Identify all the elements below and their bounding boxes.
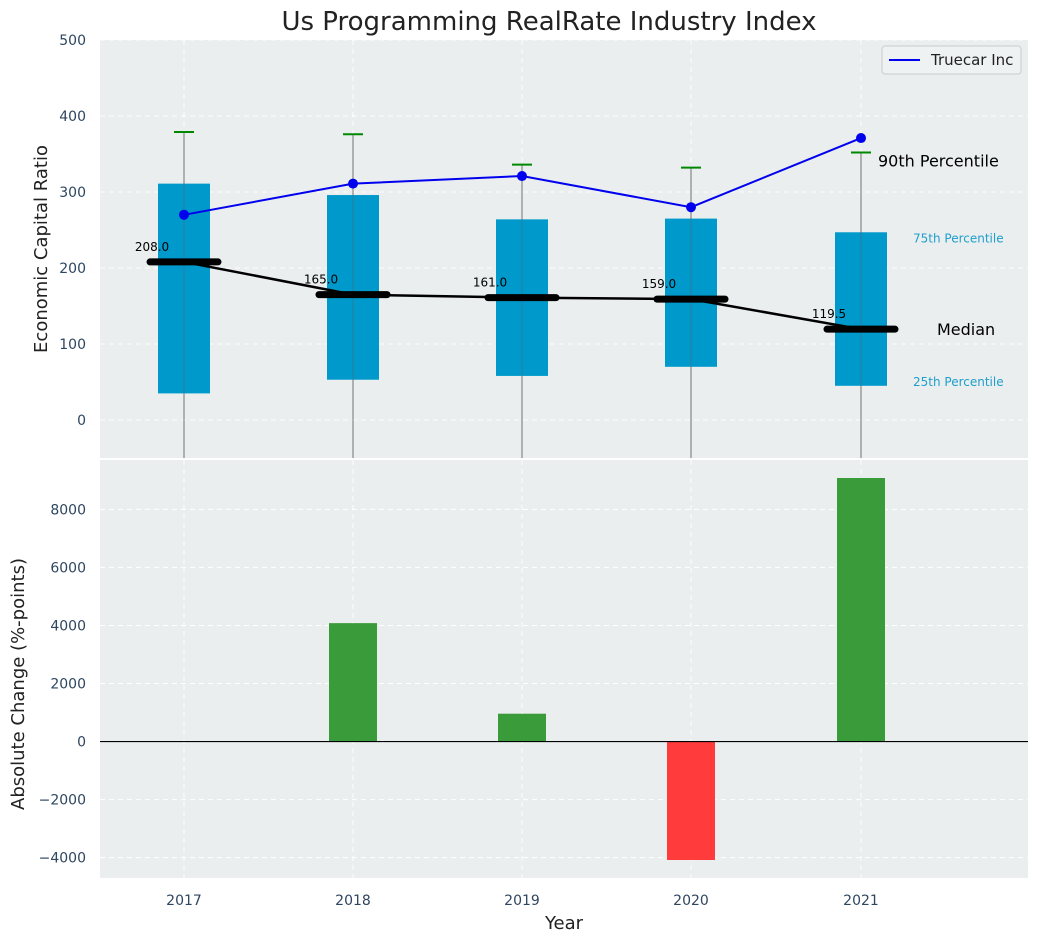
- series-point-truecar: [686, 202, 696, 213]
- annotation-75th-percentile: 75th Percentile: [913, 231, 1004, 245]
- top-y-tick-label: 100: [59, 337, 86, 353]
- change-bar: [498, 713, 546, 742]
- top-y-tick-label: 0: [77, 413, 86, 429]
- top-y-axis-label: Economic Capital Ratio: [31, 145, 52, 353]
- x-axis-label: Year: [544, 913, 584, 934]
- bottom-y-tick-label: 6000: [50, 560, 86, 576]
- change-bar: [667, 741, 715, 861]
- annotation-25th-percentile: 25th Percentile: [913, 375, 1004, 389]
- bottom-plot-background: [100, 460, 1028, 878]
- x-tick-label: 2019: [504, 893, 540, 909]
- bottom-y-tick-label: 4000: [50, 618, 86, 634]
- x-tick-label: 2020: [673, 893, 709, 909]
- series-point-truecar: [179, 209, 189, 220]
- change-bar: [329, 623, 377, 742]
- top-plot-content: 208.0 165.0 161.0 159.0 119.5 90th Percentile…: [135, 130, 1004, 458]
- x-axis-ticks: 2017 2018 2019 2020 2021: [166, 893, 879, 909]
- top-y-tick-label: 300: [59, 185, 86, 201]
- top-y-tick-label: 400: [59, 109, 86, 125]
- bottom-y-tick-label: −2000: [39, 793, 86, 809]
- top-plot-background: [100, 40, 1028, 458]
- bottom-y-tick-label: 8000: [50, 502, 86, 518]
- x-tick-label: 2021: [843, 893, 879, 909]
- series-point-truecar: [348, 178, 358, 189]
- bottom-y-axis-ticks: −4000 −2000 0 2000 4000 6000 8000: [39, 502, 86, 866]
- x-tick-label: 2018: [335, 893, 371, 909]
- series-point-truecar: [856, 133, 866, 144]
- annotation-90th-percentile: 90th Percentile: [878, 151, 999, 170]
- top-y-tick-label: 500: [59, 33, 86, 49]
- median-value-label: 119.5: [812, 307, 846, 321]
- legend-box: [881, 45, 1022, 75]
- bottom-plot-content: [100, 477, 1028, 861]
- legend: Truecar Inc: [881, 45, 1022, 75]
- top-y-axis-ticks: 0 100 200 300 400 500: [59, 33, 86, 429]
- bottom-y-tick-label: −4000: [39, 851, 86, 867]
- chart-title: Us Programming RealRate Industry Index: [281, 7, 816, 37]
- median-value-label: 159.0: [642, 277, 676, 291]
- bottom-y-tick-label: 2000: [50, 677, 86, 693]
- median-value-label: 165.0: [304, 273, 338, 287]
- series-point-truecar: [517, 171, 527, 182]
- median-value-label: 161.0: [473, 276, 507, 290]
- x-tick-label: 2017: [166, 893, 202, 909]
- median-value-label: 208.0: [135, 240, 169, 254]
- top-y-tick-label: 200: [59, 261, 86, 277]
- bottom-y-tick-label: 0: [77, 735, 86, 751]
- bottom-y-axis-label: Absolute Change (%-points): [8, 558, 29, 810]
- legend-label: Truecar Inc: [930, 51, 1013, 69]
- change-bar: [837, 477, 885, 742]
- annotation-median: Median: [937, 320, 995, 339]
